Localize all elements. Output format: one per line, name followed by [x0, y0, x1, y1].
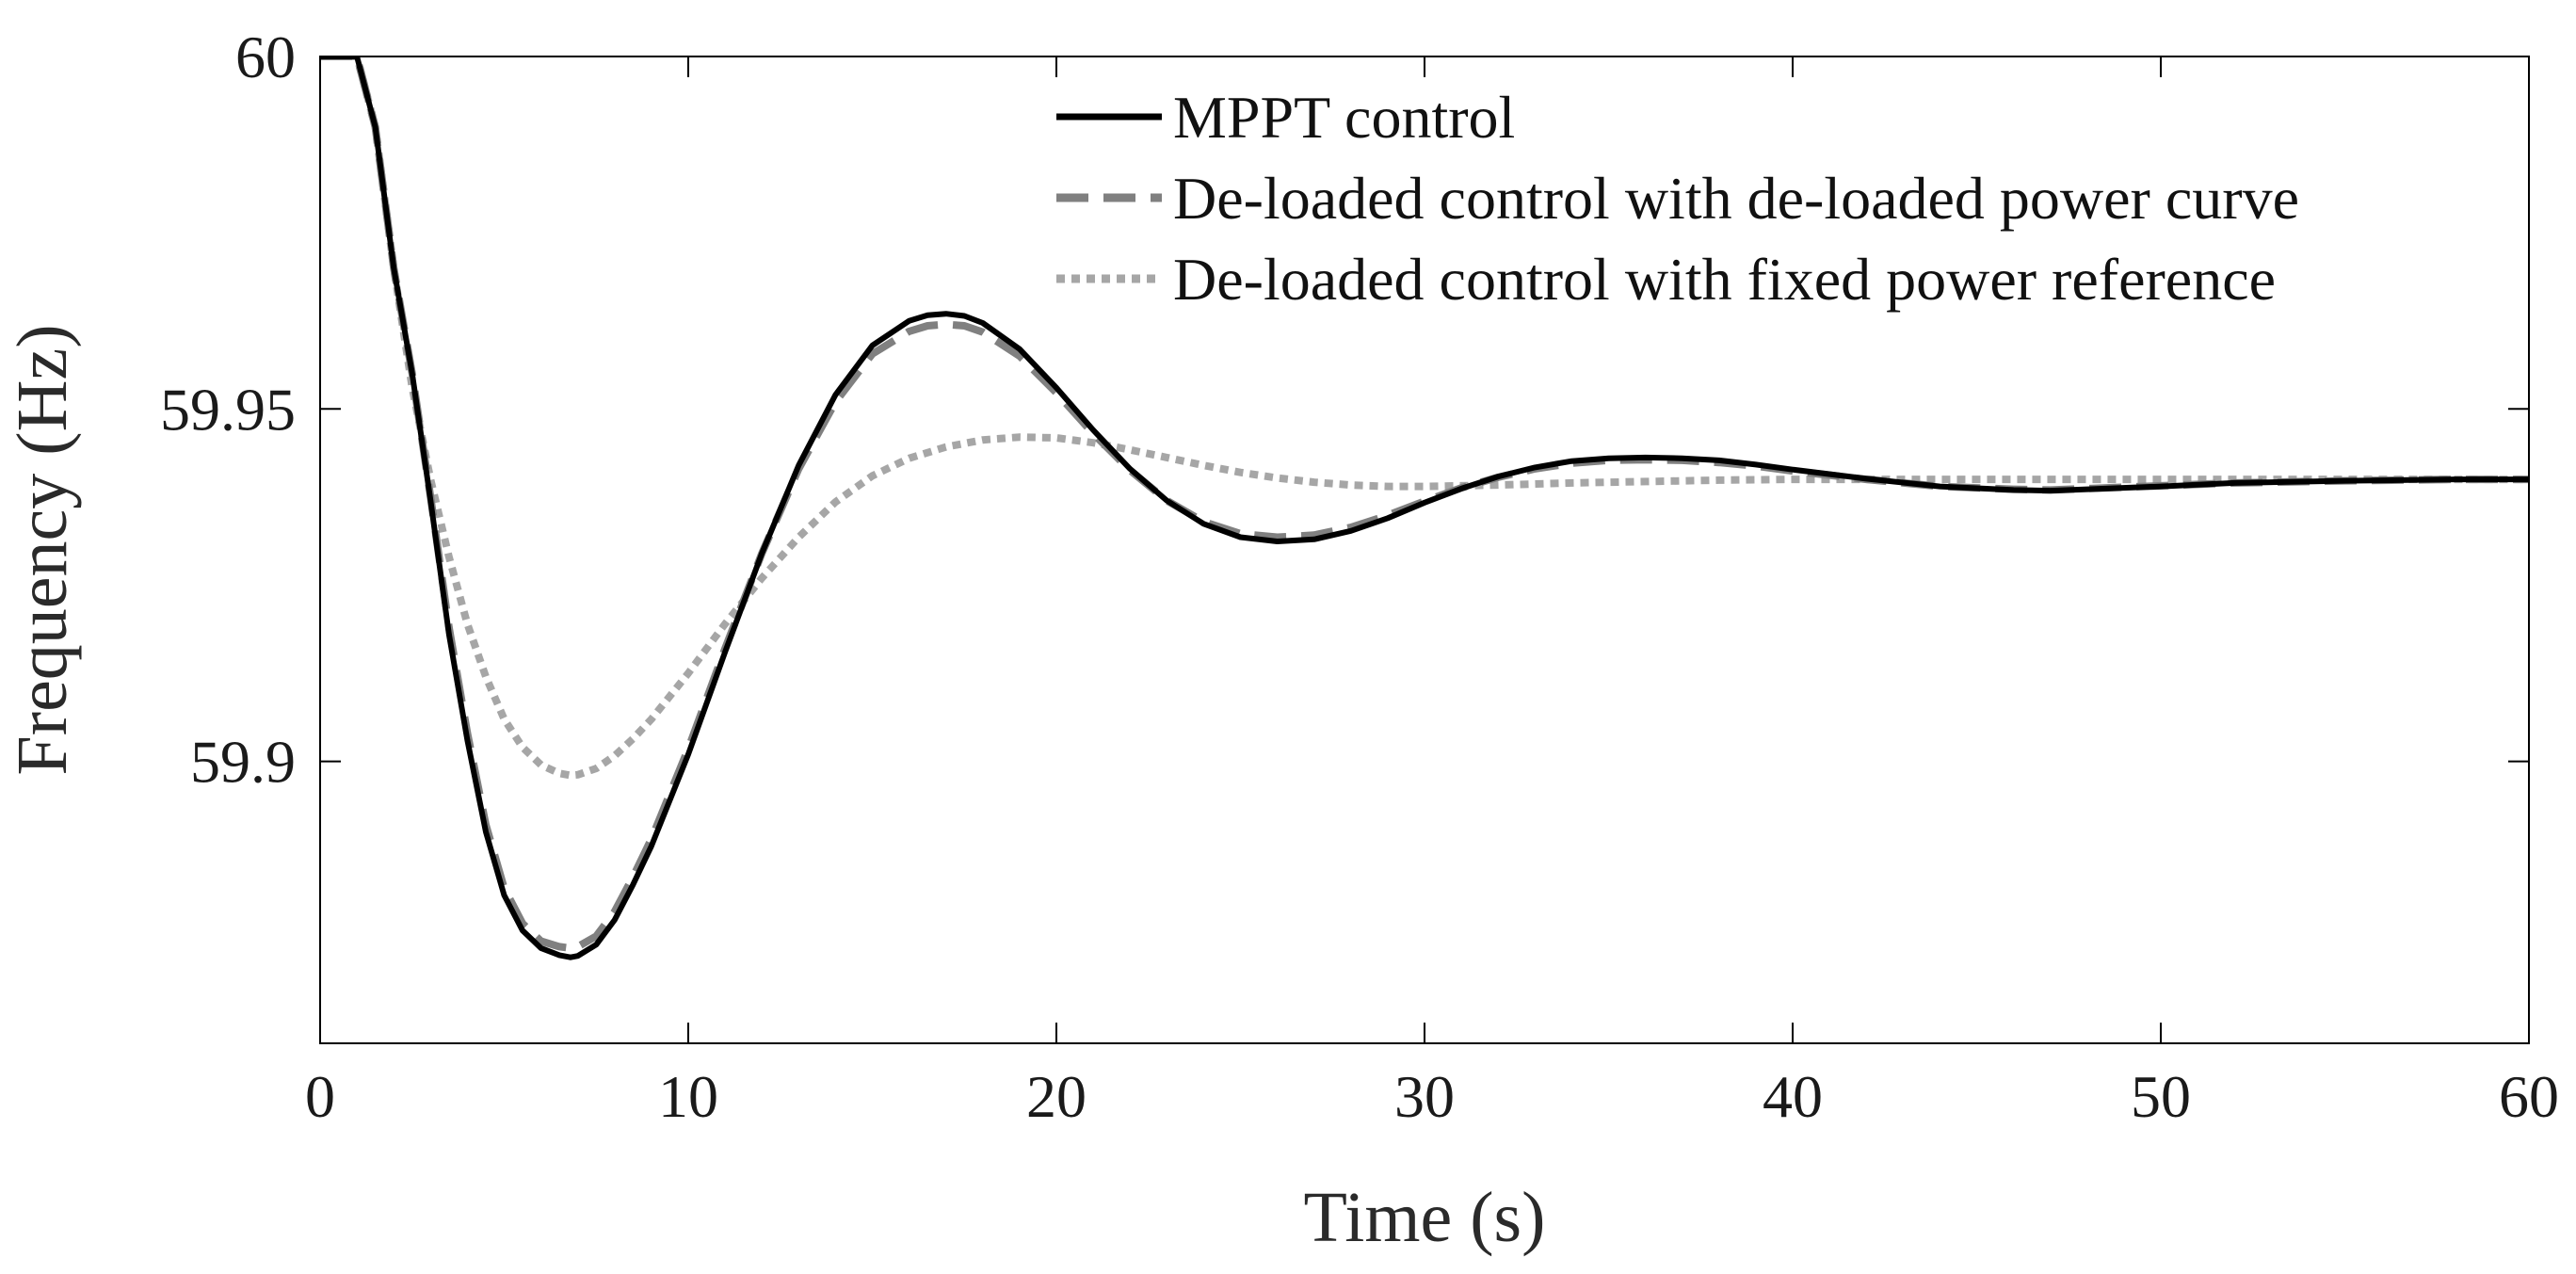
legend-label-3: De-loaded control with fixed power refer… [1173, 246, 2276, 313]
axis-ticks: 0 10 20 30 40 50 60 59.9 59.95 60 [160, 24, 2559, 1130]
legend-label-1: MPPT control [1173, 84, 1515, 151]
x-tick-label: 40 [1763, 1063, 1823, 1130]
x-tick-label: 20 [1026, 1063, 1087, 1130]
x-tick-label: 60 [2499, 1063, 2559, 1130]
y-tick-label: 60 [235, 24, 296, 90]
legend-label-2: De-loaded control with de-loaded power c… [1173, 165, 2299, 232]
x-tick-label: 50 [2131, 1063, 2191, 1130]
x-tick-label: 0 [305, 1063, 335, 1130]
series-line-1 [320, 56, 2529, 960]
series-layer [320, 56, 2529, 960]
x-tick-label: 30 [1394, 1063, 1455, 1130]
x-axis-title: Time (s) [1304, 1178, 1546, 1257]
y-tick-label: 59.9 [190, 729, 296, 796]
legend: MPPT control De-loaded control with de-lo… [1056, 84, 2299, 313]
x-tick-label: 10 [658, 1063, 718, 1130]
y-axis-title: Frequency (Hz) [3, 324, 82, 775]
y-tick-label: 59.95 [160, 376, 296, 443]
series-line-3 [320, 56, 2529, 780]
